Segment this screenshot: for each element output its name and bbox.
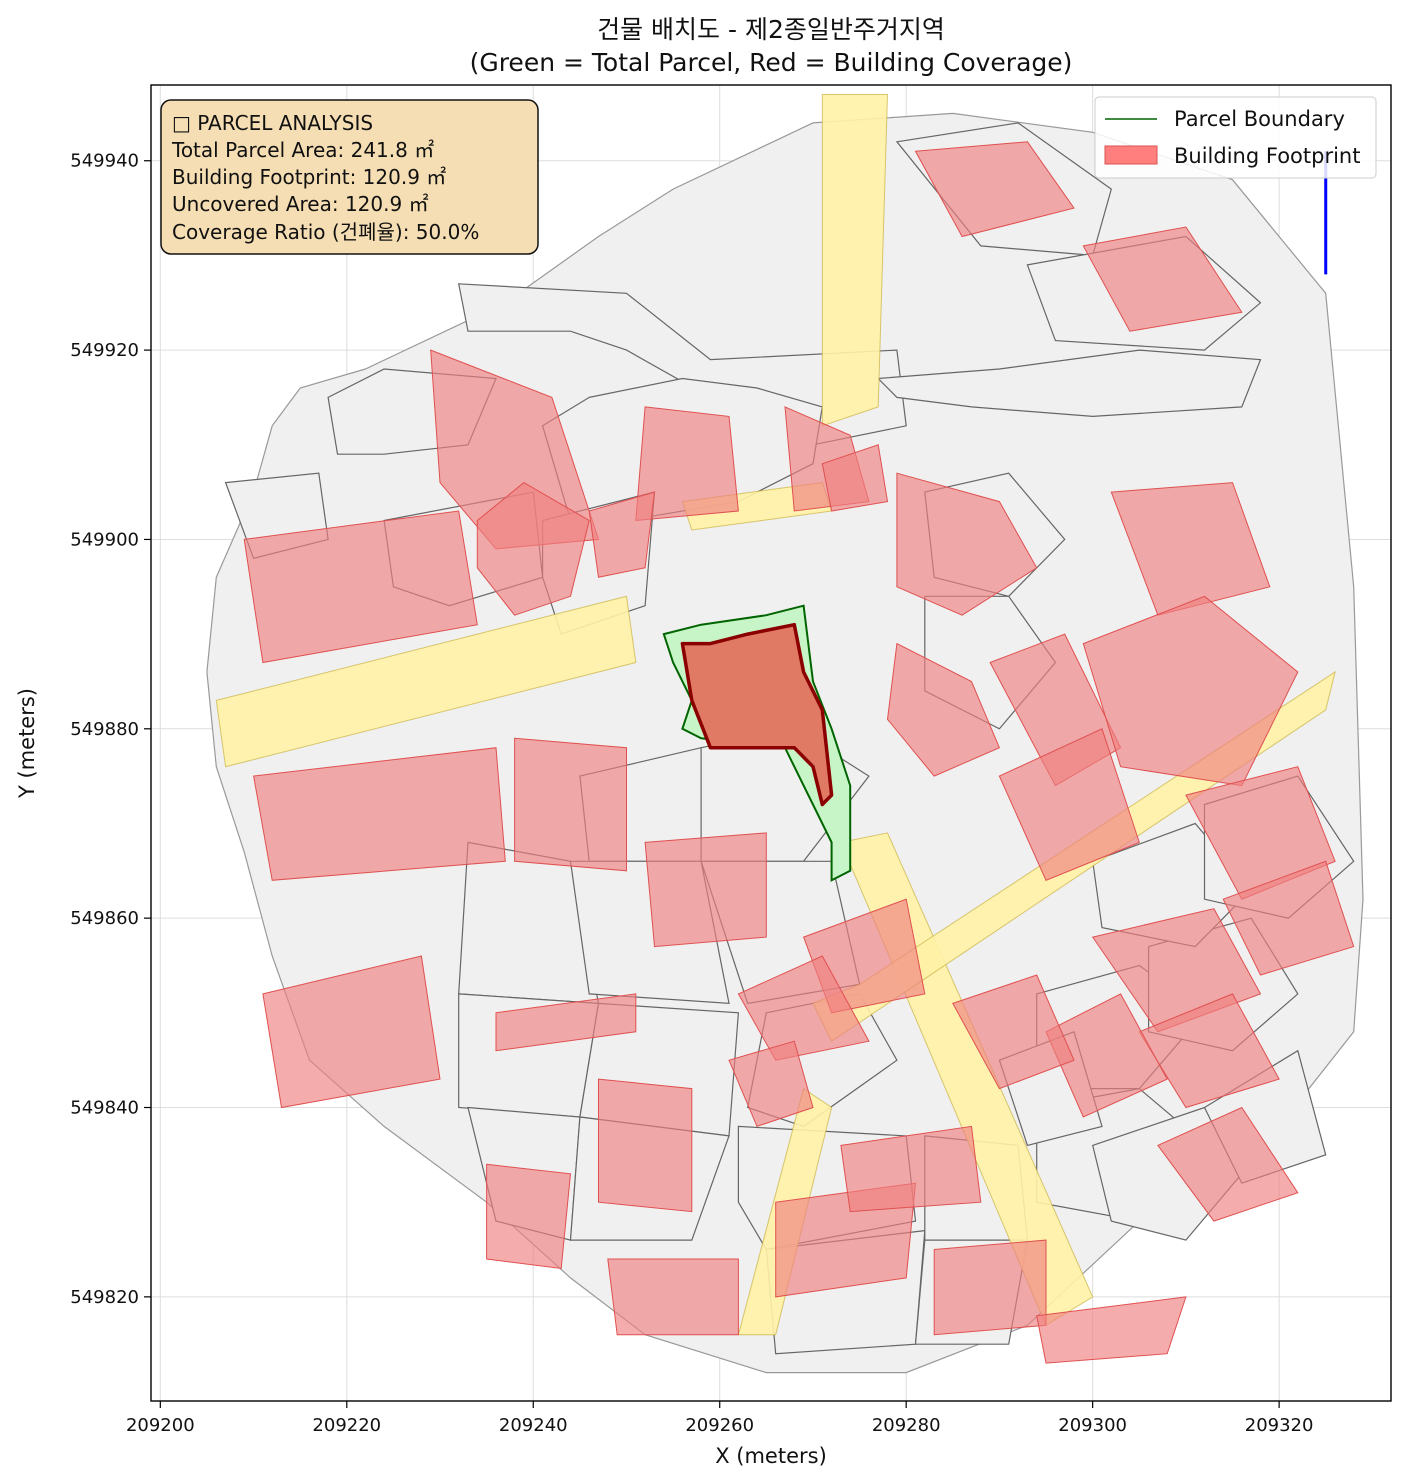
x-tick-label: 209260 [685, 1415, 754, 1436]
neighbor-building [886, 642, 1001, 777]
chart-title-line-2: (Green = Total Parcel, Red = Building Co… [470, 48, 1073, 77]
neighbor-building [243, 510, 478, 664]
neighbor-building [1157, 1106, 1299, 1222]
legend-patch-building-footprint [1104, 145, 1158, 165]
info-box-building-footprint: Building Footprint: 120.9 ㎡ [172, 165, 446, 189]
neighbor-building [1185, 766, 1336, 900]
plot-frame [150, 84, 1392, 1402]
y-tick-label: 549920 [70, 340, 139, 361]
y-axis-label: Y (meters) [15, 688, 39, 799]
neighbor-building [486, 1163, 572, 1270]
x-tick-label: 209200 [126, 1415, 195, 1436]
legend[interactable]: Parcel Boundary Building Footprint [1094, 96, 1377, 179]
neighbor-building [598, 1078, 693, 1213]
neighbor-building [476, 481, 590, 616]
neighbor-building [588, 491, 656, 578]
x-axis-ticks: 209200 209220 209240 209260 209280 209300 2093… [126, 1401, 1314, 1436]
plot-area[interactable] [150, 84, 1392, 1402]
x-tick-label: 209320 [1245, 1415, 1314, 1436]
subject-parcel-group[interactable] [662, 604, 852, 882]
neighbor-building [998, 728, 1140, 881]
neighbor-building [495, 993, 637, 1052]
legend-background [1094, 96, 1377, 179]
y-axis-ticks: 549820 549840 549860 549880 549900 549920 5499… [70, 151, 151, 1308]
neighbor-building [1222, 860, 1355, 976]
chart-title-line-1: 건물 배치도 - 제2종일반주거지역 [597, 15, 945, 44]
neighbor-building [1082, 595, 1299, 787]
x-tick-label: 209240 [499, 1415, 568, 1436]
neighbor-building [952, 974, 1075, 1090]
neighbor-building [644, 832, 767, 948]
info-box-total-area: Total Parcel Area: 241.8 ㎡ [171, 138, 434, 162]
subject-building[interactable] [680, 622, 834, 807]
x-tick-label: 209300 [1058, 1415, 1127, 1436]
road [821, 94, 889, 427]
x-tick-label: 209280 [872, 1415, 941, 1436]
neighbor-building [728, 1040, 814, 1128]
info-box: □ PARCEL ANALYSIS Total Parcel Area: 241… [160, 99, 539, 255]
neighbor-building [821, 444, 889, 512]
y-tick-label: 549900 [70, 529, 139, 550]
neighbor-building [1082, 226, 1243, 332]
neighbor-building [1138, 993, 1280, 1109]
y-tick-label: 549860 [70, 908, 139, 929]
info-box-uncovered-area: Uncovered Area: 120.9 ㎡ [172, 192, 429, 216]
x-axis-label: X (meters) [715, 1444, 827, 1468]
legend-label-parcel-boundary[interactable]: Parcel Boundary [1174, 107, 1345, 131]
neighbor-building [607, 1258, 739, 1336]
neighbor-building [1045, 993, 1168, 1118]
y-tick-label: 549940 [70, 151, 139, 172]
neighbor-building [635, 406, 739, 522]
y-tick-label: 549840 [70, 1098, 139, 1119]
neighbor-building [1036, 1296, 1187, 1364]
info-box-coverage-ratio: Coverage Ratio (건폐율): 50.0% [172, 220, 479, 244]
neighbor-building [914, 141, 1075, 238]
legend-label-building-footprint[interactable]: Building Footprint [1174, 144, 1360, 168]
neighbor-building [737, 955, 870, 1061]
y-tick-label: 549880 [70, 719, 139, 740]
neighbor-building [896, 472, 1038, 616]
y-tick-label: 549820 [70, 1287, 139, 1308]
neighbor-building [933, 1239, 1047, 1336]
neighbor-building [514, 737, 627, 872]
info-box-heading: □ PARCEL ANALYSIS [172, 111, 373, 135]
neighbor-building [253, 747, 506, 881]
neighbor-building [262, 955, 441, 1109]
neighbor-parcel [876, 349, 1262, 418]
info-box-background [160, 99, 539, 255]
x-tick-label: 209220 [312, 1415, 381, 1436]
neighbor-building [1110, 482, 1271, 616]
neighbor-buildings [243, 141, 1355, 1364]
neighbor-building [840, 1125, 982, 1213]
road [215, 595, 637, 768]
